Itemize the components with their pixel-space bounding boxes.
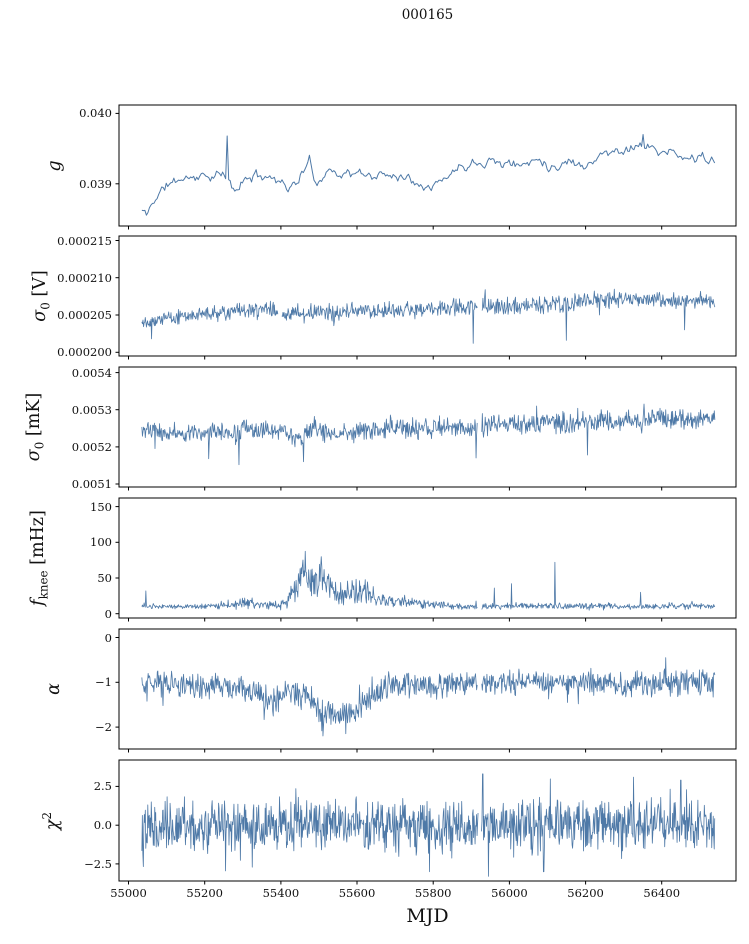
y-tick-label-fknee: 100	[90, 535, 112, 550]
y-tick-label-sigma0-v: 0.000215	[57, 233, 112, 248]
y-tick-label-sigma0-mk: 0.0052	[71, 439, 112, 454]
y-axis-label-g: g	[45, 159, 65, 172]
y-tick-label-alpha: −1	[95, 675, 112, 690]
y-tick-label-g: 0.040	[79, 106, 112, 121]
x-tick-label: 55200	[186, 886, 223, 900]
y-tick-label-sigma0-v: 0.000210	[57, 270, 112, 285]
y-axis-label-alpha: α	[44, 683, 64, 695]
figure-title: 000165	[401, 7, 454, 23]
y-tick-label-g: 0.039	[79, 176, 112, 191]
y-axis-label-fknee: fknee [mHz]	[28, 510, 51, 606]
y-tick-label-sigma0-mk: 0.0053	[71, 402, 112, 417]
y-tick-label-sigma0-v: 0.000205	[57, 308, 112, 322]
axes-box-g	[118, 104, 737, 227]
x-tick-label: 56400	[643, 886, 681, 900]
y-tick-label-chi2: 0.0	[93, 818, 112, 833]
axes-box-alpha	[118, 628, 737, 750]
series-line-g	[141, 134, 716, 216]
y-tick-label-fknee: 150	[90, 499, 112, 514]
y-tick-label-alpha: −2	[95, 720, 112, 735]
x-axis-label: MJD	[406, 905, 449, 927]
series-line-sigma0-v	[141, 288, 716, 344]
y-axis-label-sigma0-v: σ0 [V]	[30, 270, 53, 322]
y-tick-label-alpha: 0	[104, 630, 112, 645]
y-tick-label-sigma0-mk: 0.0051	[71, 477, 112, 491]
axes-box-fknee	[118, 497, 737, 619]
y-tick-label-fknee: 50	[97, 571, 112, 585]
y-axis-label-sigma0-mk: σ0 [mK]	[24, 392, 47, 462]
x-tick-label: 55000	[110, 886, 147, 900]
axes-box-chi2	[118, 759, 737, 882]
series-line-chi2	[141, 773, 716, 877]
y-tick-label-chi2: −2.5	[84, 856, 112, 871]
x-tick-label: 56200	[567, 886, 604, 900]
x-tick-label: 56000	[491, 886, 528, 900]
series-line-sigma0-mk	[141, 403, 716, 466]
y-tick-label-chi2: 2.5	[93, 779, 112, 794]
series-line-fknee	[141, 550, 716, 611]
y-axis-label-chi2: χ2	[40, 811, 63, 830]
x-tick-label: 55400	[262, 886, 300, 900]
x-tick-label: 55600	[338, 886, 376, 900]
axes-box-sigma0-mk	[118, 366, 737, 488]
series-line-alpha	[141, 657, 716, 737]
axes-box-sigma0-v	[118, 235, 737, 357]
y-tick-label-sigma0-v: 0.000200	[57, 345, 112, 360]
y-tick-label-sigma0-mk: 0.0054	[71, 365, 112, 380]
x-tick-label: 55800	[414, 886, 452, 900]
y-tick-label-fknee: 0	[104, 606, 112, 621]
